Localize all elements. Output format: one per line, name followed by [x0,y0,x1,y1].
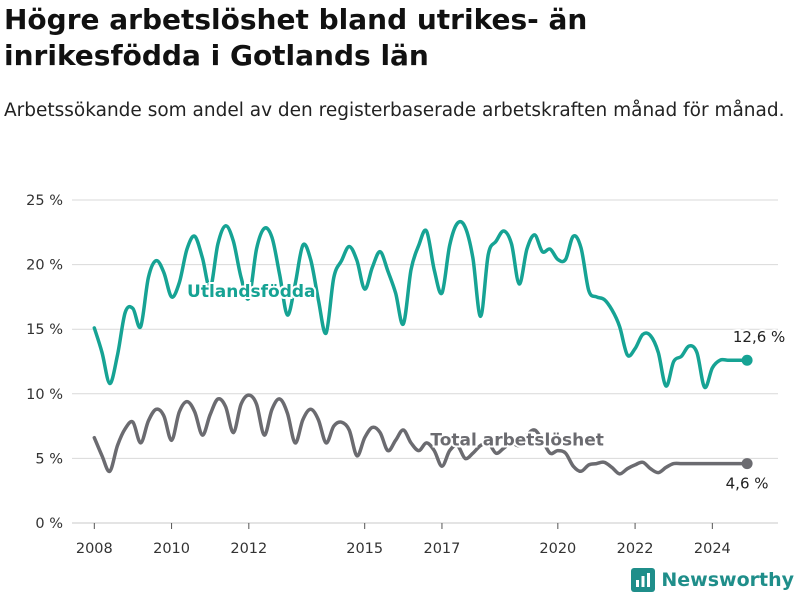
series-line-0 [92,219,749,390]
series-line-1 [92,393,749,476]
x-tick-label: 2008 [76,541,113,557]
series-labels: Utlandsfödda 12,6 % Total arbetslöshet 4,6 … [185,280,787,495]
newsworthy-logo-icon [631,568,656,592]
y-tick-label: 10 % [26,387,63,403]
series-end-value-label: 12,6 % [733,328,785,346]
brand-name: Newsworthy [661,569,794,591]
x-tick-label: 2017 [423,541,460,557]
series-end-value-label: 4,6 % [726,475,769,493]
x-tick-label: 2022 [617,541,654,557]
x-tick-label: 2015 [346,541,383,557]
y-tick-label: 15 % [26,322,63,338]
y-tick-label: 25 % [26,193,63,209]
series-end-point [741,458,753,470]
y-tick-label: 5 % [35,451,63,467]
series-end-point [741,354,753,366]
x-tick-label: 2010 [153,541,190,557]
y-tick-label: 20 % [26,258,63,274]
y-tick-label: 0 % [35,516,63,532]
x-tick-label: 2024 [694,541,731,557]
x-tick-label: 2020 [539,541,576,557]
chart-subtitle: Arbetssökande som andel av den registerb… [4,100,785,121]
y-axis-ticks: 0 % 5 % 10 % 15 % 20 % 25 % [26,193,63,532]
series-name-label: Utlandsfödda [187,282,316,302]
series-lines [92,219,753,476]
series-name-label: Total arbetslöshet [430,430,604,450]
chart-title: Högre arbetslöshet bland utrikes- än inr… [4,3,588,72]
gridlines [72,199,778,524]
x-axis-ticks: 2008 2010 2012 2015 2017 2020 2022 2024 [76,523,731,557]
brand-logo: Newsworthy [631,566,794,594]
x-tick-label: 2012 [230,541,267,557]
